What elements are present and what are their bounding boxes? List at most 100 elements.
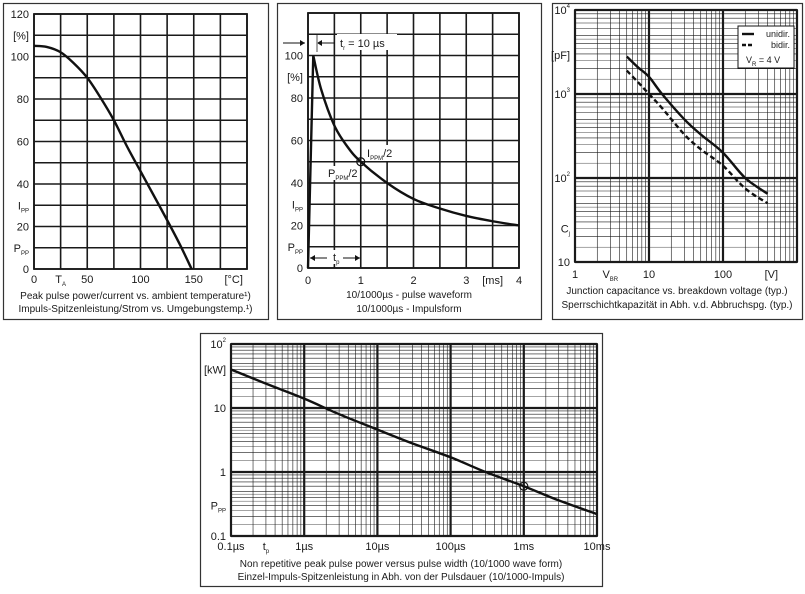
y-tick-label-main: 20 [291,221,303,233]
y-tick-label-main: 60 [291,136,303,148]
x-tick-label: 1 [358,275,364,287]
plot-border [33,13,248,270]
y-tick-label: 104 [554,4,570,17]
caption-line: Non repetitive peak pulse power versus p… [240,559,562,570]
ippm-half-label-main: I [367,148,370,160]
x-tick-label: tp [263,541,270,555]
y-tick-label: 40 [17,179,29,191]
y-tick-label-superscript: 2 [223,338,227,344]
pppm-half-label-main: P [328,168,335,180]
label-bg [311,250,359,264]
pppm-half-label-suffix: /2 [348,168,357,180]
y-tick-label-main: P [14,243,21,255]
x-tick-label-main: 4 [516,275,522,287]
y-tick-label: [kW] [204,364,226,376]
arrowhead [355,255,360,261]
y-tick-label: 0 [297,263,303,275]
caption-line-main: Junction capacitance vs. breakdown volta… [566,286,787,297]
y-tick-label: 102 [210,338,226,351]
y-tick-label-main: I [18,200,21,212]
x-tick-label: [°C] [224,274,242,286]
x-tick-label-main: t [263,541,266,553]
y-tick-label: 100 [11,52,29,64]
caption-line-main: Sperrschichtkapazität in Abh. v.d. Abbru… [561,300,792,311]
x-tick-label: 1 [572,269,578,281]
y-tick-label: PPP [211,500,226,514]
x-tick-label-main: 10ms [584,541,611,553]
y-tick-label: IPP [292,199,303,213]
x-tick-label-main: 50 [81,274,93,286]
y-tick-label: 102 [554,172,570,185]
chart-1: 0 TA 50 100 150 [°C]0PPP20IPP406080100[%]120P… [2,2,270,321]
caption-line: 10/1000µs - Impulsform [356,304,461,315]
y-tick-label-main: 10 [210,339,222,351]
legend-label: unidir. [766,29,790,39]
y-tick-label-main: 80 [17,94,29,106]
arrowhead [317,40,322,46]
x-tick-label-main: 1µs [295,541,313,553]
x-tick-label-subscript: A [62,282,66,288]
legend-label-main: bidir. [771,40,790,50]
y-tick-label-main: 0 [23,264,29,276]
y-tick-label-main: 10 [554,89,566,101]
x-tick-label: 50 [81,274,93,286]
rise-time-label-main: t [340,38,343,50]
x-tick-label-main: 10 [643,269,655,281]
y-tick-label-main: 100 [285,51,303,63]
rise-time-label-subscript: r [343,46,345,52]
caption-line: Impuls-Spitzenleistung/Strom vs. Umgebun… [19,304,253,315]
caption-line: Junction capacitance vs. breakdown volta… [566,286,787,297]
y-tick-label-main: 40 [291,178,303,190]
x-tick-label: 1µs [295,541,313,553]
x-tick-label-main: [V] [765,269,778,281]
y-tick-label-subscript: PP [295,207,303,213]
y-tick-label-main: P [288,242,295,254]
series-line-1 [33,44,193,270]
pulse-width-label-main: t [333,252,336,264]
x-tick-label-main: 0 [31,274,37,286]
y-tick-label: Cj [561,224,570,238]
marker-point [519,481,529,491]
marker-point [356,157,366,167]
y-tick-label: 60 [17,137,29,149]
x-tick-label-subscript: p [266,549,270,555]
series-line-1 [230,368,598,516]
x-tick-label: TA [55,274,66,288]
legend-note: VR = 4 V [746,55,780,68]
label-bg [366,145,396,161]
y-tick-label-main: C [561,224,569,236]
y-tick-label-main: 10 [214,403,226,415]
x-tick-label: 10ms [584,541,611,553]
y-tick-label-main: 120 [11,9,29,21]
caption-line-main: Einzel-Impuls-Spitzenleistung in Abh. vo… [238,572,565,583]
y-tick-label-superscript: 4 [567,4,571,10]
chart-frame [199,332,604,588]
x-tick-label: 2 [410,275,416,287]
x-tick-label-main: 1 [572,269,578,281]
y-tick-label: 103 [554,88,570,101]
y-tick-label: PPP [288,242,303,256]
chart-2: 0 1 2 3 [ms] 40PPP20IPP406080[%]10010/1000µs … [276,2,543,321]
label-bg [337,34,397,50]
legend-note-main: V [746,55,752,65]
y-tick-label: 40 [291,178,303,190]
caption-line: Sperrschichtkapazität in Abh. v.d. Abbru… [561,300,792,311]
y-tick-label-main: 40 [17,179,29,191]
x-tick-label-main: 0 [305,275,311,287]
legend: unidir.bidir. VR = 4 V [737,25,795,69]
rise-time-label-suffix: = 10 µs [345,38,385,50]
y-tick-label-main: [kW] [204,364,226,376]
x-tick-label-main: T [55,274,62,286]
y-tick-label: [pF] [551,50,570,62]
x-tick-label-main: 100 [131,274,149,286]
y-tick-label: 80 [291,93,303,105]
y-tick-label-main: 0.1 [211,531,226,543]
y-tick-label: [%] [287,72,303,84]
rise-time-label: tr = 10 µs [340,38,385,52]
y-tick-label-main: [%] [13,30,29,42]
y-tick-label: IPP [18,200,29,214]
x-tick-label: 100µs [435,541,466,553]
y-tick-label-superscript: 3 [567,88,571,94]
y-tick-label-subscript: j [568,232,570,238]
y-tick-label: 10 [558,257,570,269]
